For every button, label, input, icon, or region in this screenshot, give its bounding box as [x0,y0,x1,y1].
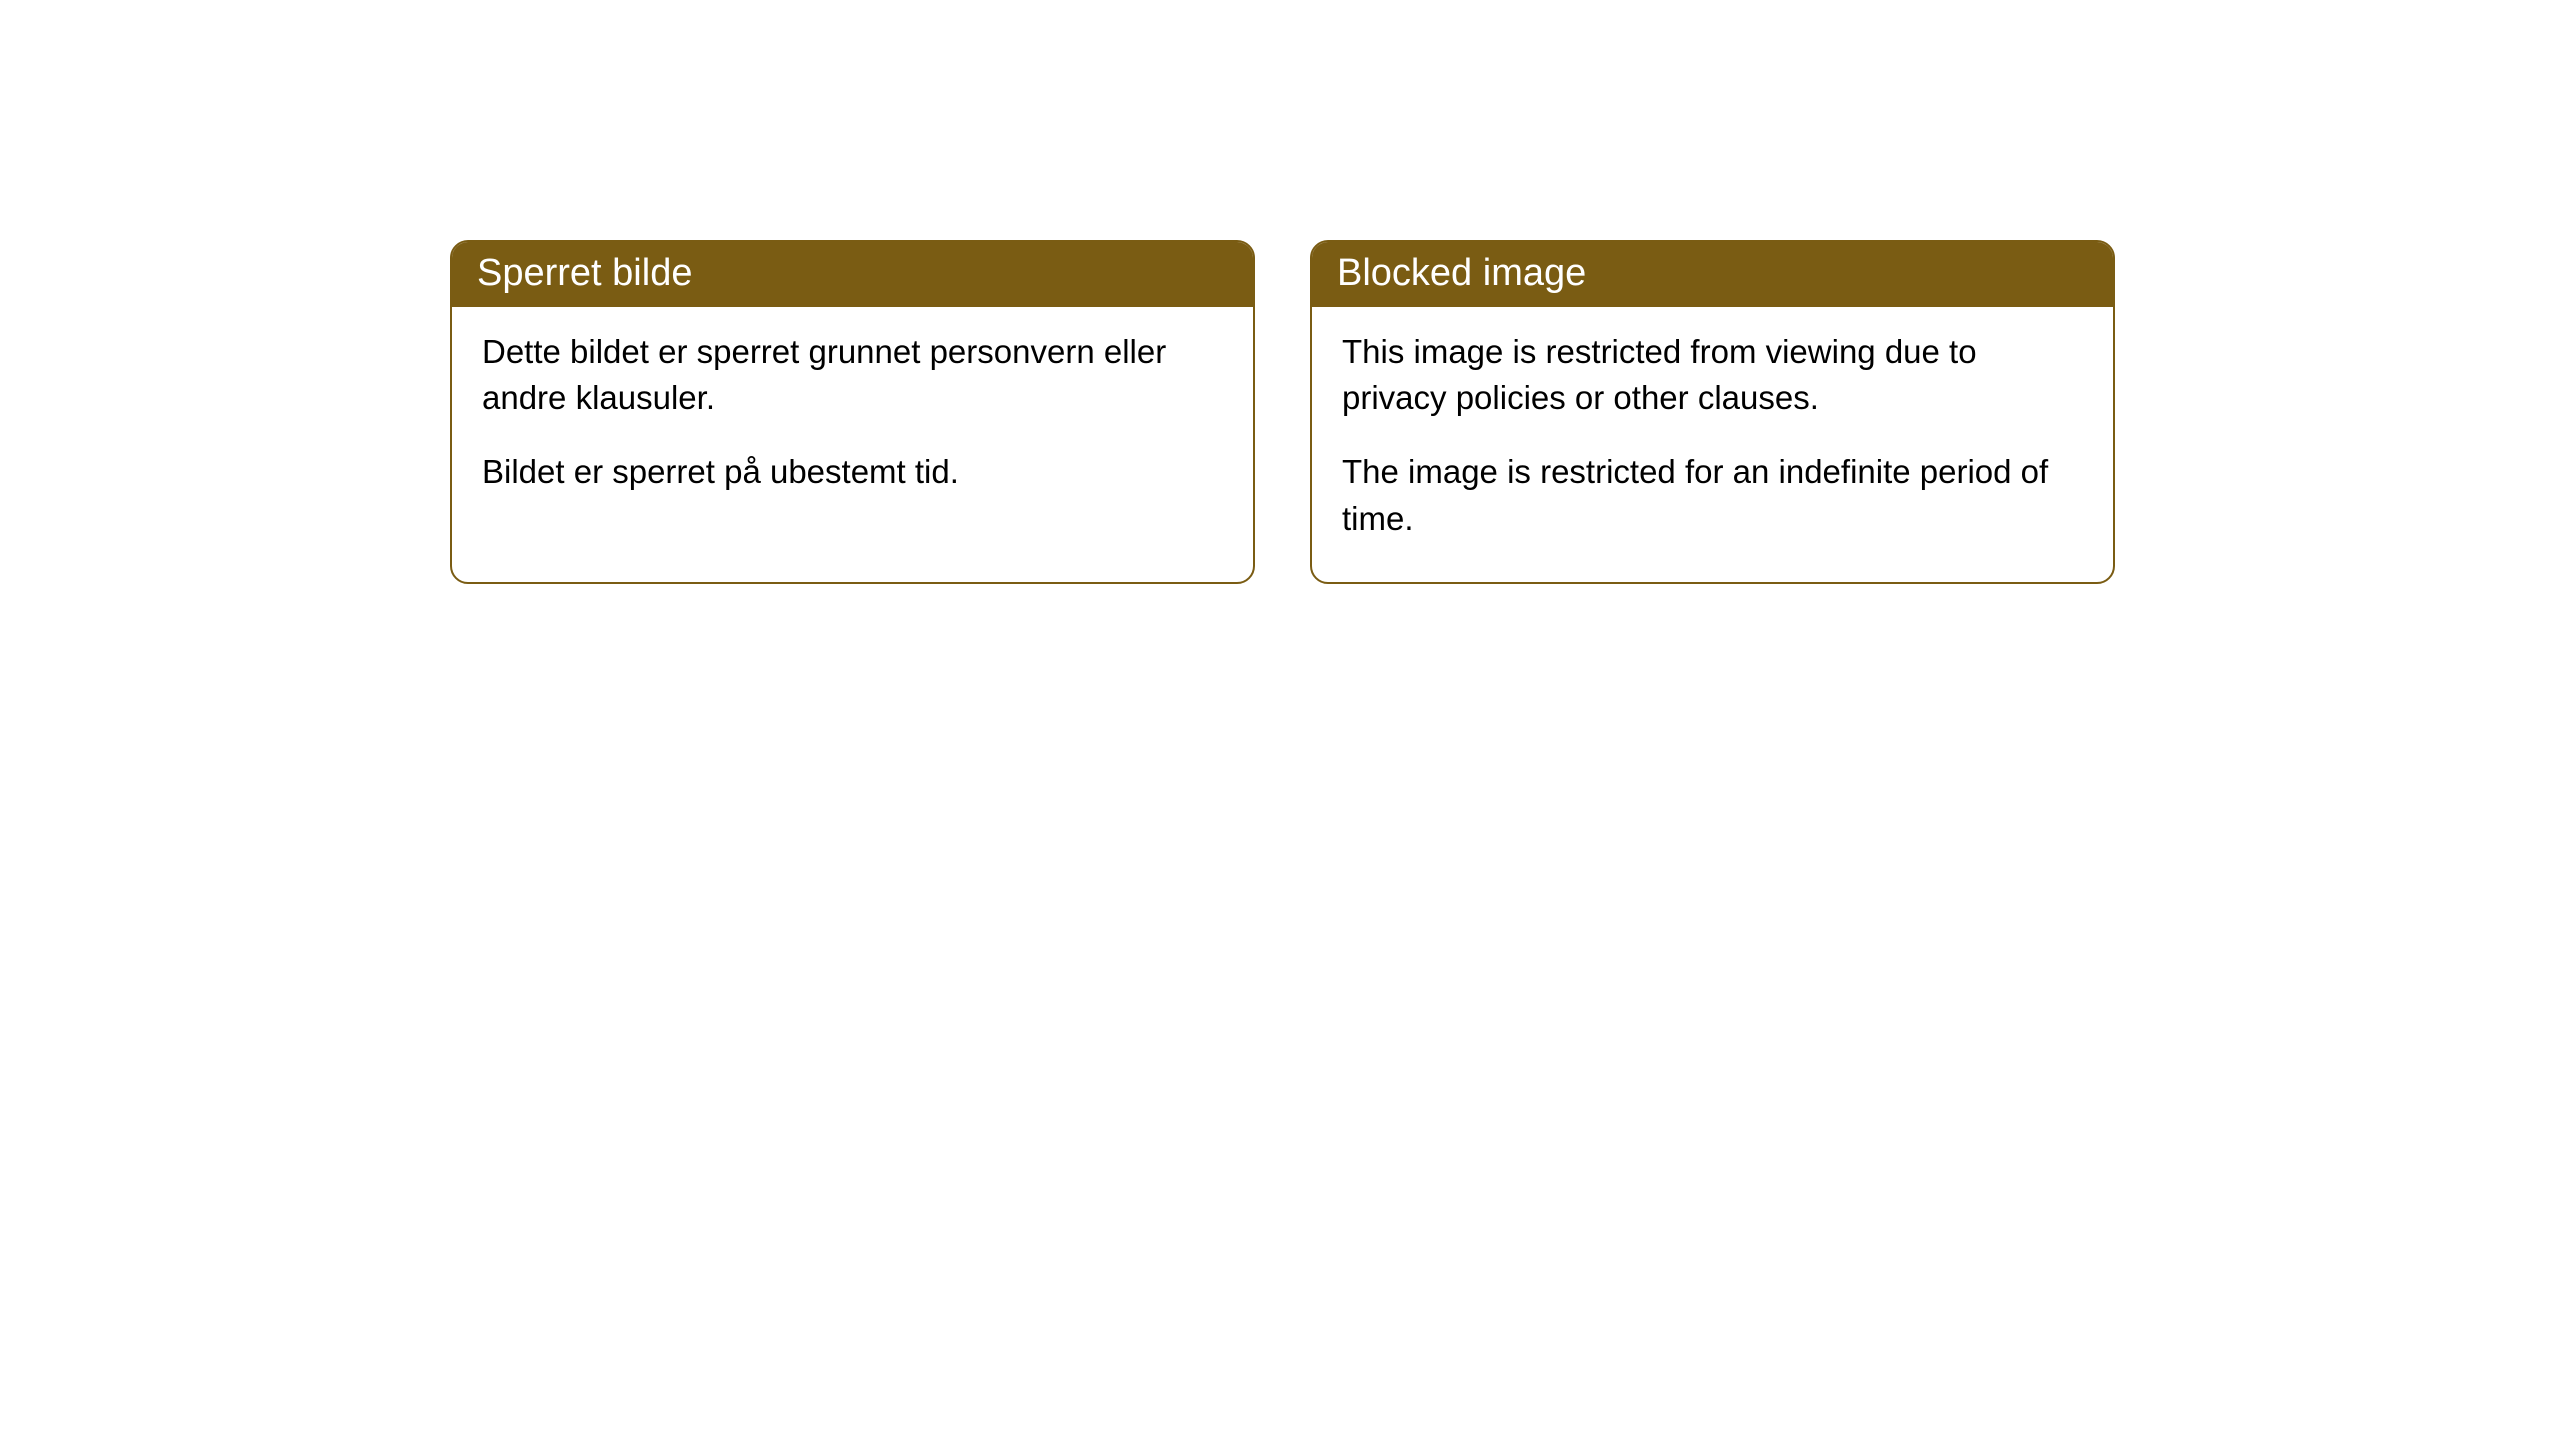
notice-paragraph-2-no: Bildet er sperret på ubestemt tid. [482,449,1223,495]
notice-card-english: Blocked image This image is restricted f… [1310,240,2115,584]
notice-paragraph-1-en: This image is restricted from viewing du… [1342,329,2083,421]
card-header-english: Blocked image [1312,242,2113,307]
notice-paragraph-2-en: The image is restricted for an indefinit… [1342,449,2083,541]
notice-card-norwegian: Sperret bilde Dette bildet er sperret gr… [450,240,1255,584]
card-body-norwegian: Dette bildet er sperret grunnet personve… [452,307,1253,536]
card-body-english: This image is restricted from viewing du… [1312,307,2113,582]
card-header-norwegian: Sperret bilde [452,242,1253,307]
notice-cards-container: Sperret bilde Dette bildet er sperret gr… [450,240,2560,584]
notice-paragraph-1-no: Dette bildet er sperret grunnet personve… [482,329,1223,421]
